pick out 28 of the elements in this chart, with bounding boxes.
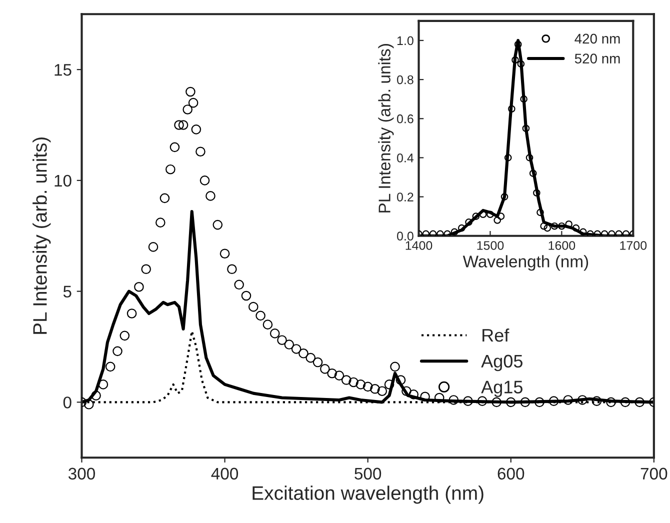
y-tick-label: 5: [63, 286, 72, 298]
legend-label: Ag15: [481, 380, 522, 398]
y-tick-label: 0.8: [397, 75, 414, 84]
x-tick-label: 1400: [406, 241, 432, 250]
legend-label: 420 nm: [574, 34, 620, 44]
x-tick-label: 1500: [477, 241, 504, 250]
y-tick-label: 0.4: [397, 154, 414, 162]
x-tick-label: 500: [354, 468, 382, 480]
x-axis-title: Excitation wavelength (nm): [252, 486, 484, 504]
legend-label: Ref: [482, 328, 510, 342]
y-tick-label: 1.0: [397, 36, 414, 46]
x-tick-label: 1600: [548, 241, 576, 250]
x-tick-label: 400: [211, 468, 238, 480]
y-tick-label: 0: [63, 396, 72, 408]
x-axis-title: Wavelength (nm): [462, 255, 588, 271]
legend-label: 520 nm: [574, 54, 620, 64]
y-tick-label: 0.2: [397, 192, 414, 202]
y-tick-label: 0.6: [397, 114, 414, 124]
y-axis-title: PL Intensity (arb. units): [32, 137, 51, 334]
y-tick-label: 10: [54, 174, 72, 187]
x-tick-label: 300: [68, 468, 95, 480]
x-tick-label: 700: [640, 468, 668, 480]
y-tick-label: 15: [54, 64, 72, 76]
legend-label: Ag05: [481, 354, 522, 372]
y-tick-label: 0.0: [397, 232, 414, 241]
y-axis-title: PL Intensity (arb. units): [378, 44, 394, 212]
x-tick-label: 1700: [620, 241, 647, 250]
x-tick-label: 600: [498, 468, 524, 480]
